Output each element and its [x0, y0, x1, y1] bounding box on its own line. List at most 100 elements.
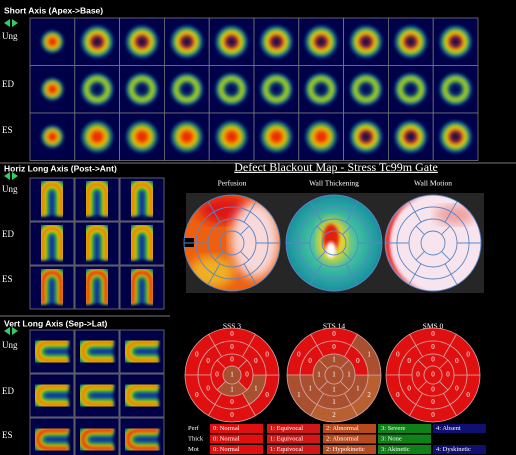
legend-cell — [267, 445, 320, 454]
slice-image — [80, 119, 115, 154]
segment-score: 0 — [455, 384, 459, 392]
segment-score: 0 — [230, 343, 234, 351]
legend-text: 0: Normal — [213, 446, 240, 453]
slice-image — [40, 29, 65, 54]
segment-score: 0 — [431, 356, 435, 364]
slice-image — [125, 119, 159, 154]
slice-image — [214, 72, 249, 107]
score-label: SSS 3 — [223, 322, 241, 331]
polar-grid — [207, 263, 221, 285]
legend-text: 4: Absent — [436, 425, 461, 432]
slice-image — [214, 24, 249, 59]
polar-grid — [321, 230, 347, 256]
slice-image — [80, 428, 113, 451]
slice-image — [349, 72, 383, 107]
slice-image — [259, 119, 294, 154]
slice-image — [36, 385, 68, 406]
legend-cell — [210, 424, 263, 433]
slice-image — [304, 119, 339, 154]
polar-grid — [240, 251, 250, 261]
slice-image — [41, 270, 63, 304]
polar-grid — [408, 263, 422, 285]
segment — [324, 365, 344, 385]
slice-image — [304, 24, 339, 59]
panel-label: Wall Motion — [414, 179, 452, 188]
slice-image — [80, 72, 115, 107]
polar-grid — [240, 225, 250, 235]
arrow-left[interactable] — [4, 19, 10, 27]
perfusion-map — [184, 195, 280, 291]
slice-image — [42, 227, 62, 260]
segment-score: 0 — [206, 384, 210, 392]
score-label: STS 14 — [323, 322, 346, 331]
segment-score: 0 — [206, 357, 210, 365]
segment-score: 1 — [367, 350, 371, 358]
arrow-right[interactable] — [12, 172, 18, 180]
legend-row-label: Perf — [188, 425, 200, 432]
legend-cell — [378, 424, 431, 433]
slice-image — [132, 227, 152, 260]
legend-text: 3: Severe — [381, 425, 405, 432]
segment-score: 0 — [431, 411, 435, 419]
polar-grid — [243, 201, 257, 223]
polar-grid — [214, 251, 224, 261]
segment-score: 1 — [297, 391, 301, 399]
slice-image — [169, 119, 204, 154]
arrow-right[interactable] — [12, 327, 18, 335]
segment-score: 0 — [195, 391, 199, 399]
segment-score: 1 — [332, 356, 336, 364]
slice-image — [80, 24, 115, 59]
legend-cell — [323, 424, 376, 433]
polar-grid — [309, 263, 323, 285]
slice-image — [81, 385, 113, 406]
nav-arrows[interactable] — [4, 19, 18, 335]
panel-label: Wall Thickening — [309, 179, 359, 188]
segment — [222, 365, 242, 385]
slice-image — [438, 119, 473, 154]
segment-score: 0 — [455, 357, 459, 365]
legend-text: 0: Normal — [213, 436, 240, 443]
slice-image — [87, 183, 107, 216]
legend-cell — [433, 445, 486, 454]
polar-grid — [444, 263, 458, 285]
arrow-left[interactable] — [4, 327, 10, 335]
row-label: ES — [2, 274, 13, 284]
segment-score: 0 — [332, 343, 336, 351]
legend-text: 1: Equivocal — [270, 436, 303, 443]
segment-score: 0 — [396, 391, 400, 399]
segment-score: 0 — [265, 391, 269, 399]
legend-cell — [267, 424, 320, 433]
arrow-left[interactable] — [4, 172, 10, 180]
row-label: Ung — [2, 31, 18, 41]
slice-image — [438, 72, 473, 107]
panel-title: Horiz Long Axis (Post->Ant) — [4, 163, 117, 173]
slice-image — [259, 72, 294, 107]
legend-cell — [210, 434, 263, 444]
slice-image — [349, 24, 383, 59]
legend-row-label: Thick — [188, 435, 204, 442]
segment-score: 1 — [230, 386, 234, 394]
polar-grid — [345, 263, 359, 285]
legend-text: 3: None — [381, 436, 402, 443]
row-label: Ung — [2, 340, 18, 350]
segment-score: 1 — [347, 371, 351, 379]
arrow-right[interactable] — [12, 19, 18, 27]
polar-grid — [345, 201, 359, 223]
segment-score: 1 — [230, 371, 234, 379]
polar-grid — [207, 201, 221, 223]
slice-image — [125, 24, 159, 59]
slice-image — [131, 270, 153, 304]
legend-text: 2: Abnormal — [326, 436, 359, 443]
slice-image — [214, 119, 249, 154]
segment-score: 0 — [245, 371, 249, 379]
legend-text: 1: Equivocal — [270, 446, 303, 453]
legend-cell — [323, 445, 376, 454]
legend-cell — [210, 445, 263, 454]
segment-score: 0 — [265, 350, 269, 358]
slice-image — [87, 227, 107, 260]
segment-score: 0 — [356, 357, 360, 365]
legend-text: 1: Equivocal — [270, 425, 303, 432]
row-label: ED — [2, 229, 14, 239]
polar-grid — [342, 251, 352, 261]
